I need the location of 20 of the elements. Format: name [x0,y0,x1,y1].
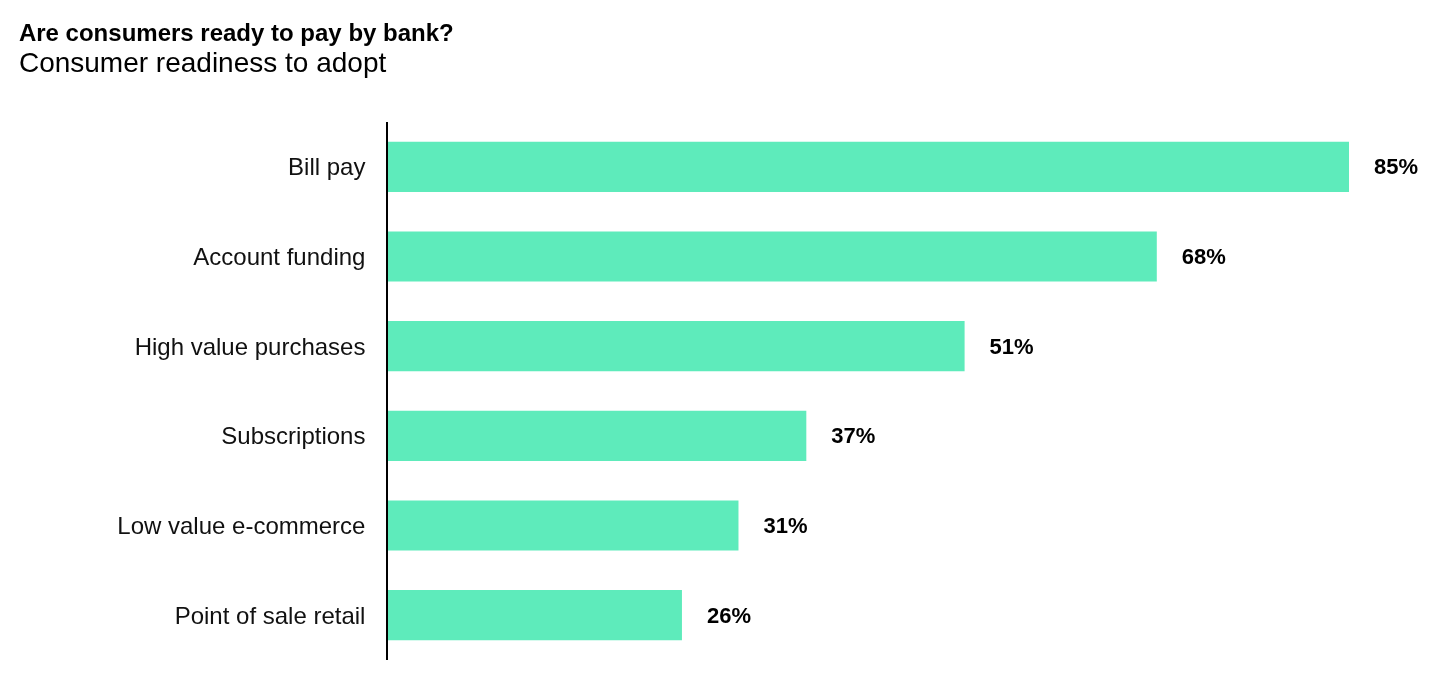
bar [388,410,807,461]
data-label: 26% [684,602,751,628]
y-tick-label: Subscriptions [221,422,366,450]
bar [388,500,739,551]
bar [388,141,1349,192]
y-tick-label: Point of sale retail [174,601,366,629]
data-label: 85% [1352,154,1419,180]
y-tick-label: High value purchases [134,332,366,360]
data-label: 37% [809,423,876,449]
y-tick-label: Bill pay [288,153,366,181]
y-tick-label: Account funding [193,242,366,270]
data-label: 68% [1159,244,1226,269]
data-label: 51% [967,333,1034,359]
bar [388,231,1157,282]
data-label: 31% [741,513,808,538]
bar [388,590,682,641]
chart-subtitle: Consumer readiness to adopt [18,46,387,78]
bar [388,321,965,372]
y-tick-label: Low value e-commerce [117,511,366,539]
chart-title: Are consumers ready to pay by bank? [18,18,454,46]
